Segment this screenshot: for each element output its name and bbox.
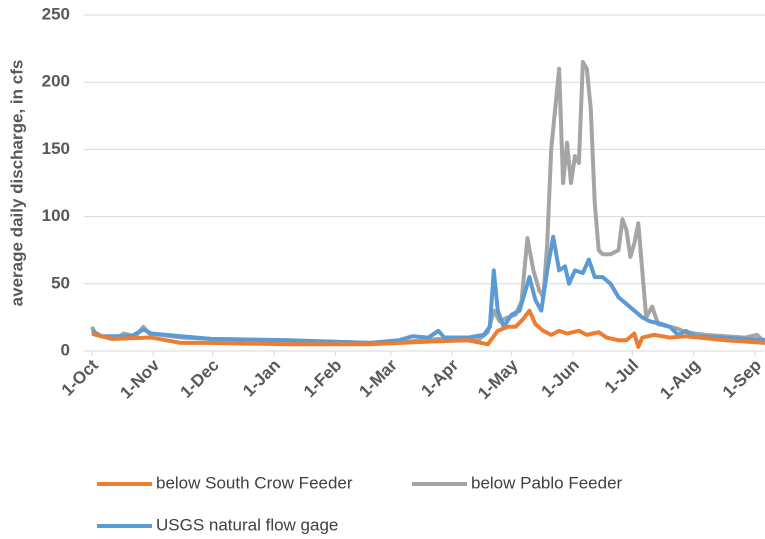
- y-tick-label: 150: [42, 139, 70, 158]
- y-axis-title: average daily discharge, in cfs: [7, 60, 26, 307]
- x-tick-label: 1-Apr: [417, 355, 462, 400]
- y-tick-label: 200: [42, 72, 70, 91]
- legend-label: USGS natural flow gage: [156, 515, 338, 534]
- x-tick-label: 1-May: [474, 355, 522, 403]
- y-tick-label: 50: [51, 273, 70, 292]
- x-tick-label: 1-Oct: [58, 355, 102, 399]
- x-tick-label: 1-Jan: [239, 356, 284, 401]
- x-tick-label: 1-Jun: [537, 356, 582, 401]
- x-tick-label: 1-Feb: [300, 356, 345, 401]
- y-tick-label: 250: [42, 4, 70, 23]
- legend-label: below Pablo Feeder: [471, 473, 623, 492]
- x-tick-label: 1-Nov: [116, 355, 163, 402]
- x-tick-label: 1-Jul: [601, 356, 642, 397]
- x-tick-label: 1-Aug: [656, 356, 703, 403]
- legend-label: below South Crow Feeder: [156, 473, 353, 492]
- x-tick-label: 1-Sep: [719, 356, 765, 402]
- data-line: [90, 60, 765, 345]
- x-tick-label: 1-Mar: [355, 355, 401, 401]
- data-line: [91, 308, 765, 349]
- x-tick-label: 1-Dec: [176, 356, 222, 402]
- y-tick-label: 0: [61, 340, 70, 359]
- y-tick-label: 100: [42, 206, 70, 225]
